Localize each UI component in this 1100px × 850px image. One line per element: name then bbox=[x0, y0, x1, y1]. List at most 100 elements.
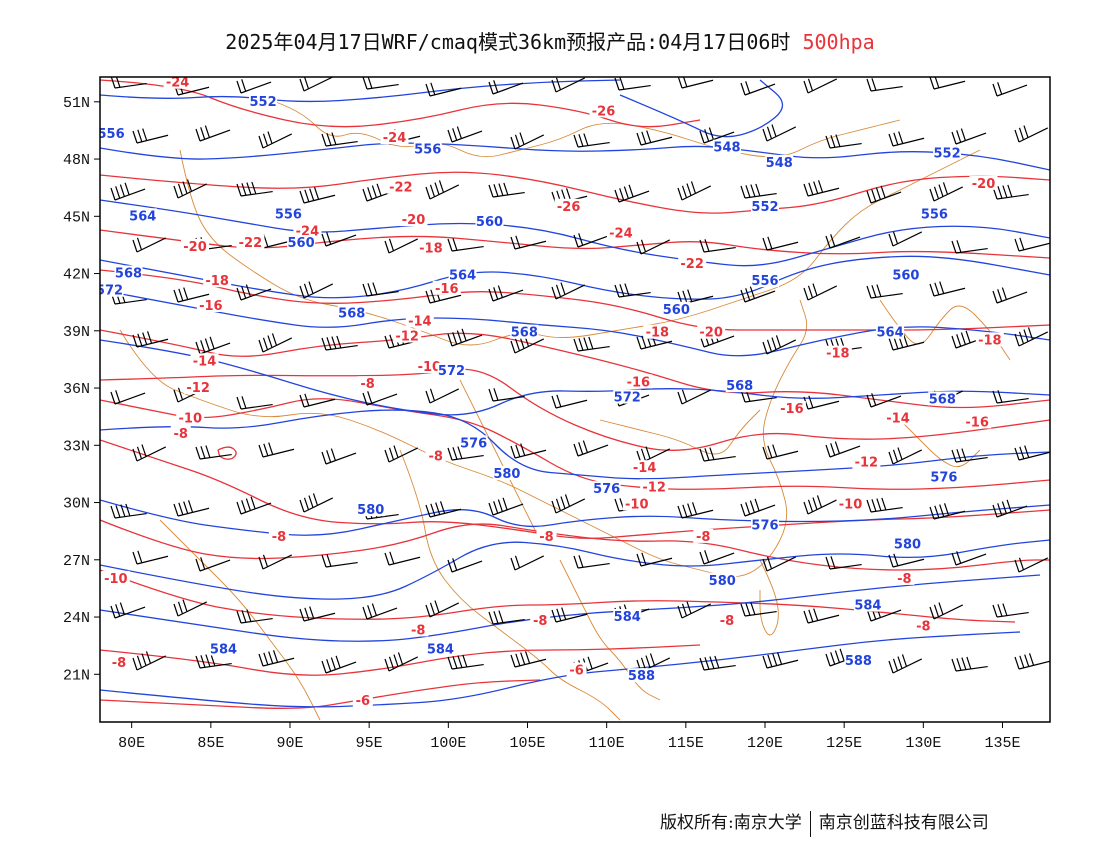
temperature-label-bg bbox=[589, 103, 618, 118]
height-label-bg bbox=[274, 206, 303, 221]
temperature-contour-line bbox=[100, 269, 1050, 331]
height-label-bg bbox=[662, 301, 691, 316]
wind-barb bbox=[132, 331, 169, 348]
wind-barb bbox=[699, 127, 735, 144]
height-label: 568 bbox=[115, 267, 142, 282]
temperature-label-bg bbox=[236, 235, 265, 250]
wind-barb bbox=[488, 610, 525, 625]
temperature-label-bg bbox=[624, 374, 653, 389]
border-line bbox=[559, 559, 661, 701]
height-label: 580 bbox=[493, 467, 520, 482]
temperature-label-bg bbox=[717, 612, 737, 627]
height-label: 576 bbox=[460, 436, 487, 451]
wind-barb bbox=[929, 182, 964, 202]
temperature-label-bg bbox=[203, 273, 232, 288]
temperature-label-bg bbox=[554, 198, 583, 213]
wind-barb bbox=[951, 551, 987, 566]
temperature-label: -8 bbox=[720, 614, 734, 629]
wind-barb bbox=[636, 552, 673, 567]
wind-barb bbox=[888, 231, 923, 247]
temperature-label-bg bbox=[386, 179, 415, 194]
wind-barb bbox=[510, 443, 547, 459]
height-label: 580 bbox=[709, 574, 736, 589]
wind-barb bbox=[825, 556, 862, 570]
height-label-bg bbox=[356, 502, 385, 517]
wind-barb bbox=[173, 179, 208, 199]
height-label-bg bbox=[933, 145, 962, 160]
temperature-label-bg bbox=[777, 401, 806, 416]
height-contour-line bbox=[100, 539, 1050, 600]
wind-barb bbox=[362, 77, 399, 90]
height-label: 576 bbox=[930, 471, 957, 486]
temperature-contour-line bbox=[100, 569, 1016, 623]
height-label-bg bbox=[426, 641, 455, 656]
temperature-label-bg bbox=[823, 345, 852, 360]
height-label-bg bbox=[765, 154, 794, 169]
temperature-label-bg bbox=[630, 460, 659, 475]
wind-barb bbox=[762, 236, 799, 251]
height-contour-line bbox=[100, 339, 1050, 416]
wind-barb bbox=[762, 335, 797, 355]
border-line bbox=[179, 149, 981, 346]
height-label-bg bbox=[929, 469, 958, 484]
temperature-label: -14 bbox=[886, 412, 910, 427]
height-label: 580 bbox=[357, 503, 384, 518]
wind-barb bbox=[740, 602, 777, 617]
height-label-bg bbox=[287, 235, 316, 250]
height-label: 572 bbox=[438, 364, 465, 379]
temperature-label-bg bbox=[268, 528, 289, 543]
height-label: 584 bbox=[210, 642, 237, 657]
height-label: 556 bbox=[275, 207, 302, 222]
wind-barb bbox=[929, 77, 966, 90]
height-label: 572 bbox=[96, 284, 123, 299]
temperature-label: -18 bbox=[826, 347, 850, 362]
temperature-label: -20 bbox=[402, 213, 426, 228]
height-label-bg bbox=[928, 391, 957, 406]
temperature-label: -16 bbox=[627, 375, 651, 390]
wind-barb bbox=[299, 187, 336, 204]
temperature-label: -8 bbox=[174, 427, 188, 442]
chart-title: 2025年04月17日WRF/cmaq模式36km预报产品:04月17日06时 … bbox=[0, 26, 1100, 55]
wind-barb bbox=[299, 77, 334, 92]
height-label: 568 bbox=[929, 393, 956, 408]
temperature-label-bg bbox=[405, 313, 434, 328]
temperature-label-bg bbox=[530, 612, 551, 627]
wind-barb bbox=[699, 447, 736, 462]
wind-barb bbox=[195, 557, 231, 572]
temperature-label: -22 bbox=[239, 236, 263, 251]
wind-barb bbox=[362, 282, 399, 297]
height-label-bg bbox=[100, 126, 126, 141]
copyright-text: 版权所有:南京大学 bbox=[660, 813, 802, 833]
wind-barb bbox=[384, 652, 419, 672]
wind-barb bbox=[803, 180, 840, 197]
wind-barb bbox=[614, 184, 650, 203]
border-line bbox=[879, 299, 1011, 361]
wind-barb bbox=[951, 240, 988, 254]
temperature-label: -10 bbox=[179, 412, 203, 427]
temperature-label-bg bbox=[622, 496, 651, 511]
temperature-label: -14 bbox=[633, 461, 657, 476]
height-label-bg bbox=[751, 198, 779, 213]
wind-barb bbox=[803, 495, 838, 515]
wind-barb bbox=[888, 553, 925, 568]
wind-barb bbox=[992, 390, 1029, 404]
wind-barb bbox=[132, 550, 169, 565]
wind-barb bbox=[132, 651, 167, 671]
height-label: 560 bbox=[476, 215, 503, 230]
temperature-label-bg bbox=[643, 324, 672, 339]
axes: 51N 48N 45N 42N 39N 36N 33N 30N 27N 24N 21N 80E 85E 9… bbox=[63, 95, 1021, 752]
height-label: 556 bbox=[414, 143, 441, 158]
wind-barb bbox=[1014, 327, 1049, 347]
plot-area: -24-26-24-22 -20-26-20-24-22-20-24-18-22-… bbox=[96, 77, 1050, 721]
wind-barb bbox=[132, 237, 167, 253]
wind-barb bbox=[447, 558, 483, 573]
temperature-contour-line bbox=[100, 171, 1050, 214]
height-label-bg bbox=[209, 641, 238, 656]
wind-barb bbox=[992, 184, 1029, 200]
lon-tick-label: 95E bbox=[356, 735, 383, 752]
height-label-bg bbox=[713, 139, 741, 154]
wind-barb bbox=[929, 503, 966, 520]
wind-barb bbox=[173, 599, 208, 617]
temperature-label-bg bbox=[678, 256, 707, 271]
